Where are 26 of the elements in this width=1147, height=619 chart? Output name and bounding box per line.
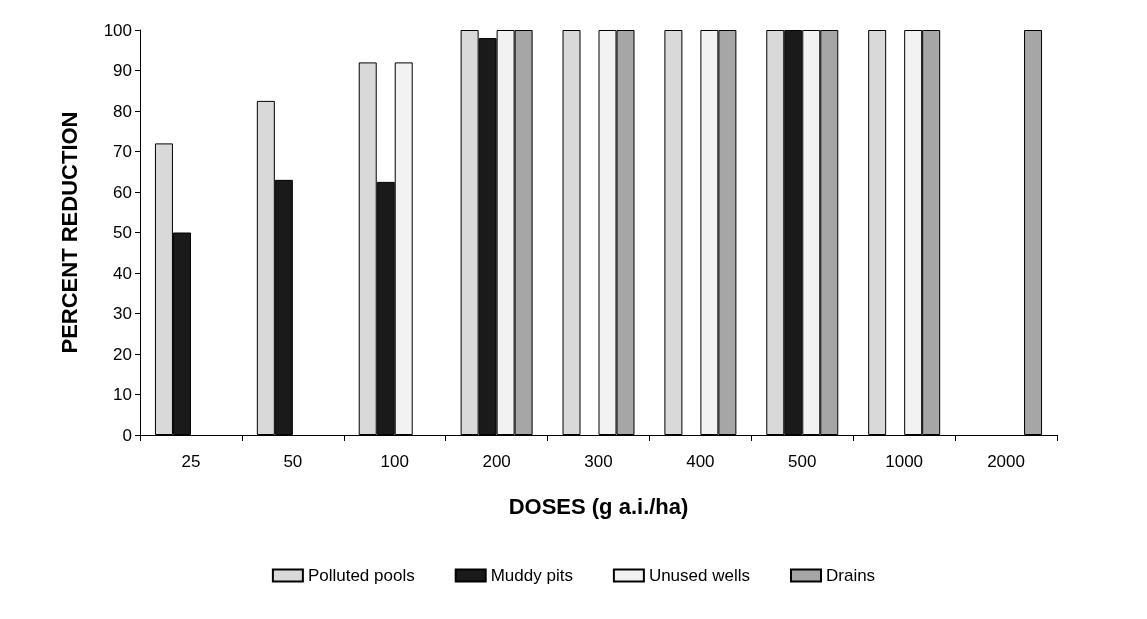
x-tick-label: 300 [584,452,613,471]
x-tick-label: 100 [380,452,409,471]
legend-label: Drains [825,566,876,585]
x-tick-label: 400 [686,452,715,471]
x-tick-label: 1000 [885,452,924,471]
legend-label: Polluted pools [307,566,415,585]
y-axis-title: PERCENT REDUCTION [56,111,82,354]
x-axis-title: DOSES (g a.i./ha) [508,493,689,519]
y-tick-label: 90 [113,61,132,80]
y-tick-label: 0 [122,425,132,445]
y-tick-label: 30 [113,304,132,323]
y-tick-label: 70 [113,142,132,161]
y-tick-label: 40 [113,263,132,283]
y-tick-label: 10 [113,385,132,404]
x-tick-label: 200 [482,452,511,471]
legend-label: Unused wells [648,566,750,585]
y-tick-label: 60 [113,182,132,202]
x-tick-label: 25 [181,452,201,471]
x-tick-label: 50 [283,452,303,471]
x-tick-label: 500 [788,452,817,471]
y-tick-label: 100 [103,20,132,40]
y-tick-label: 20 [113,344,132,364]
y-tick-label: 50 [113,223,132,242]
x-tick-label: 2000 [987,452,1025,471]
legend-label: Muddy pits [490,566,573,585]
y-tick-label: 80 [113,101,132,121]
